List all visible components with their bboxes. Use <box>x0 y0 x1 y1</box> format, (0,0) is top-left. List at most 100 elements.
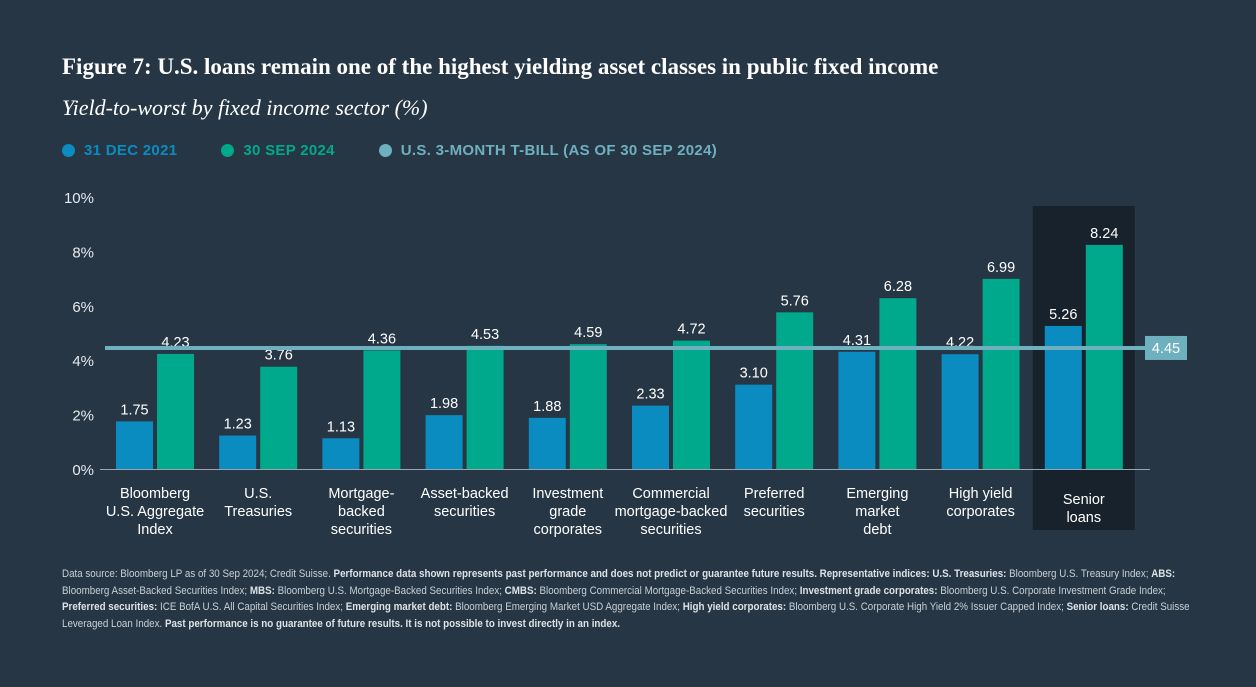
x-category-label: Investment <box>532 486 603 502</box>
bar-2021 <box>838 351 876 469</box>
bar-2024 <box>157 353 194 469</box>
footnote-segment: Bloomberg Emerging Market USD Aggregate … <box>452 601 683 613</box>
chart-subtitle: Yield-to-worst by fixed income sector (%… <box>62 95 428 120</box>
data-label: 4.36 <box>368 331 396 347</box>
x-category-label: securities <box>640 522 701 538</box>
data-label: 3.76 <box>265 348 293 364</box>
data-label: 8.24 <box>1090 226 1118 242</box>
footnote-segment: ABS: <box>1151 568 1176 580</box>
bar-2021 <box>116 421 153 469</box>
data-label: 4.31 <box>843 333 871 349</box>
bar-2024 <box>569 344 607 469</box>
x-category-label: Mortgage- <box>328 486 394 502</box>
bar-2024 <box>466 345 504 469</box>
footnote-segment: Bloomberg U.S. Corporate Investment Grad… <box>937 584 1166 597</box>
x-category-label: Treasuries <box>224 504 292 520</box>
legend-swatch <box>221 144 235 157</box>
bar-2021 <box>632 405 669 469</box>
data-label: 1.98 <box>430 396 458 412</box>
x-category-label: grade <box>549 504 586 520</box>
y-tick-label: 10% <box>64 190 94 207</box>
legend: 31 DEC 2021 30 SEP 2024 U.S. 3-MONTH T-B… <box>62 142 717 159</box>
legend-item-2024: 30 SEP 2024 <box>221 142 334 159</box>
x-category-label: Emerging <box>846 486 908 502</box>
x-category-label: Preferred <box>744 486 804 502</box>
x-category-label: securities <box>331 522 392 538</box>
tbill-label: 4.45 <box>1152 341 1180 357</box>
x-category-label: Commercial <box>632 486 709 502</box>
x-category-label: corporates <box>946 504 1015 520</box>
footnote-segment: Bloomberg Asset-Backed Securities Index; <box>62 584 250 597</box>
x-category-label: corporates <box>534 522 603 538</box>
footnote-segment: Past performance is no guarantee of futu… <box>164 617 621 630</box>
footnote-segment: Bloomberg Commercial Mortgage-Backed Sec… <box>536 584 800 597</box>
footnote-segment: Senior loans: <box>1066 601 1129 613</box>
footnote-segment: Emerging market debt: <box>345 601 453 613</box>
footnote-segment: Credit Suisse Leveraged Loan Index. <box>62 601 1190 630</box>
footnote-segment: ICE BofA U.S. All Capital Securities Ind… <box>157 601 346 613</box>
tbill-label-box <box>1145 335 1187 360</box>
x-category-label: Asset-backed <box>421 486 509 502</box>
x-category-label: U.S. <box>244 486 272 502</box>
footnote-segment: Bloomberg U.S. Mortgage-Backed Securitie… <box>274 584 505 597</box>
bar-2024 <box>776 312 814 469</box>
bar-2021 <box>735 384 773 469</box>
legend-item-2021: 31 DEC 2021 <box>62 142 177 159</box>
data-label: 3.10 <box>740 366 768 382</box>
x-category-label: Senior <box>1063 492 1105 508</box>
data-label: 4.53 <box>471 327 499 343</box>
bar-2021 <box>219 435 257 469</box>
bar-2021 <box>941 354 979 469</box>
legend-label: U.S. 3-MONTH T-BILL (AS OF 30 SEP 2024) <box>400 142 718 159</box>
footnote-segment: MBS: <box>249 584 275 597</box>
y-tick-label: 6% <box>72 299 94 316</box>
data-label: 6.99 <box>987 260 1015 276</box>
bar-2024 <box>363 350 401 469</box>
data-label: 6.28 <box>884 279 912 295</box>
x-category-label: mortgage-backed <box>615 504 728 520</box>
footnote-segment: CMBS: <box>504 584 537 597</box>
data-label: 4.72 <box>677 322 705 338</box>
x-category-label: market <box>855 504 899 520</box>
bar-2021 <box>425 415 463 469</box>
data-label: 4.59 <box>574 325 602 341</box>
legend-swatch <box>378 144 392 157</box>
footnote-segment: Performance data shown represents past p… <box>333 568 1007 580</box>
legend-swatch <box>62 144 75 157</box>
x-category-label: loans <box>1066 510 1101 526</box>
bar-2024 <box>1085 244 1123 469</box>
chart-title: Figure 7: U.S. loans remain one of the h… <box>62 54 939 79</box>
x-category-label: Index <box>137 522 173 538</box>
x-category-label: backed <box>338 504 385 520</box>
x-category-label: debt <box>863 522 891 538</box>
data-label: 5.76 <box>781 293 809 309</box>
y-tick-label: 8% <box>72 244 94 261</box>
data-label: 2.33 <box>636 387 664 403</box>
x-category-label: U.S. Aggregate <box>106 504 204 520</box>
data-label: 1.75 <box>120 402 148 418</box>
data-label: 1.23 <box>224 417 252 433</box>
footnote-segment: Investment grade corporates: <box>799 584 938 597</box>
bar-2024 <box>982 278 1020 469</box>
x-category-label: High yield <box>949 486 1013 502</box>
bar-2024 <box>879 298 917 469</box>
bar-2021 <box>528 417 566 469</box>
y-tick-label: 2% <box>72 408 94 425</box>
footnote-segment: High yield corporates: <box>682 601 787 613</box>
footnote-segment: Bloomberg U.S. Treasury Index; <box>1006 568 1152 580</box>
footnote-segment: Bloomberg U.S. Corporate High Yield 2% I… <box>786 601 1067 613</box>
x-category-label: securities <box>744 504 805 520</box>
x-category-label: securities <box>434 504 495 520</box>
legend-label: 30 SEP 2024 <box>243 142 335 159</box>
x-category-label: Bloomberg <box>120 486 190 502</box>
bar-2024 <box>673 340 710 469</box>
bar-2021 <box>322 438 360 469</box>
legend-label: 31 DEC 2021 <box>84 142 178 159</box>
data-label: 1.88 <box>533 399 561 415</box>
data-label: 5.26 <box>1049 307 1077 323</box>
legend-item-tbill: U.S. 3-MONTH T-BILL (AS OF 30 SEP 2024) <box>378 142 718 159</box>
data-label: 1.13 <box>327 419 355 435</box>
footnote: Data source: Bloomberg LP as of 30 Sep 2… <box>62 566 1202 632</box>
footnote-segment: Data source: Bloomberg LP as of 30 Sep 2… <box>62 568 334 580</box>
